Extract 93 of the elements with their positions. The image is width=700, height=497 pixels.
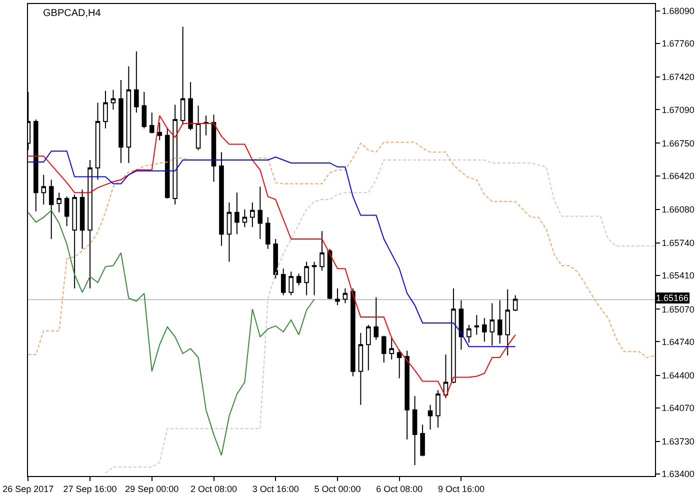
candlestick bbox=[381, 335, 386, 363]
candlestick bbox=[312, 261, 317, 296]
candlestick bbox=[88, 160, 92, 289]
candlestick bbox=[389, 337, 394, 360]
candlestick bbox=[404, 350, 410, 440]
candlestick bbox=[250, 202, 255, 228]
line-series bbox=[28, 115, 516, 398]
y-tick-label: 1.63400 bbox=[662, 469, 694, 480]
candlestick bbox=[497, 300, 502, 344]
candlestick bbox=[56, 192, 62, 213]
y-tick-label: 1.68090 bbox=[662, 6, 694, 16]
candlestick bbox=[164, 128, 170, 200]
candlestick bbox=[374, 296, 379, 340]
candlestick bbox=[172, 104, 178, 205]
candlestick bbox=[157, 122, 162, 141]
candlestick bbox=[242, 208, 248, 228]
y-tick-label: 1.64400 bbox=[662, 370, 694, 380]
x-tick-label: 5 Oct 00:00 bbox=[314, 484, 361, 494]
x-tick-label: 3 Oct 16:00 bbox=[252, 484, 299, 494]
candlestick bbox=[296, 273, 302, 286]
y-tick-label: 1.66420 bbox=[662, 170, 694, 181]
candlestick bbox=[118, 80, 124, 164]
candlestick bbox=[126, 66, 132, 164]
candlestick bbox=[134, 50, 139, 114]
ref-line-label: 1.65166 bbox=[656, 293, 689, 303]
candlestick bbox=[196, 105, 201, 151]
candlestick bbox=[320, 230, 324, 272]
candlestick bbox=[273, 238, 278, 280]
candlestick bbox=[490, 302, 495, 346]
y-tick-label: 1.66080 bbox=[662, 204, 694, 215]
candlestick bbox=[280, 268, 286, 296]
candlestick bbox=[33, 119, 38, 212]
y-tick-label: 1.67420 bbox=[662, 72, 694, 82]
candlestick bbox=[366, 324, 371, 371]
x-tick-label: 2 Oct 08:00 bbox=[190, 484, 238, 494]
y-tick-label: 1.64070 bbox=[662, 403, 694, 414]
x-tick-label: 29 Sep 00:00 bbox=[125, 484, 179, 494]
candlestick bbox=[451, 288, 456, 384]
candlestick bbox=[72, 194, 77, 289]
y-tick-label: 1.66750 bbox=[662, 138, 694, 148]
candlestick bbox=[188, 82, 193, 131]
line-series bbox=[28, 210, 315, 456]
y-tick-label: 1.65740 bbox=[662, 238, 694, 248]
candlestick bbox=[48, 179, 54, 240]
x-tick-label: 27 Sep 16:00 bbox=[63, 484, 117, 494]
candlestick bbox=[149, 112, 154, 134]
line-series bbox=[104, 160, 655, 474]
candlestick bbox=[265, 216, 270, 250]
candlestick bbox=[420, 424, 425, 457]
candlestick bbox=[80, 189, 85, 250]
line-series bbox=[28, 150, 516, 348]
candlestick bbox=[412, 396, 418, 466]
candlestick bbox=[219, 152, 224, 246]
y-tick-label: 1.67760 bbox=[662, 38, 694, 49]
candlestick bbox=[428, 404, 433, 430]
candlestick bbox=[358, 332, 364, 406]
candlestick bbox=[482, 318, 487, 342]
candlestick bbox=[512, 294, 518, 312]
x-tick-label: 9 Oct 16:00 bbox=[438, 484, 484, 494]
candlestick bbox=[95, 102, 100, 180]
candlestick bbox=[288, 271, 294, 296]
candlestick bbox=[327, 248, 332, 300]
candlestick bbox=[436, 390, 440, 428]
candlestick bbox=[342, 288, 348, 304]
candlestick bbox=[103, 90, 108, 129]
candlestick bbox=[41, 174, 46, 205]
candlestick bbox=[234, 192, 240, 235]
x-tick-label: 6 Oct 08:00 bbox=[376, 484, 423, 494]
candlestick bbox=[474, 314, 480, 336]
y-tick-label: 1.65410 bbox=[662, 270, 694, 281]
line-series bbox=[28, 142, 655, 358]
chart-title: GBPCAD,H4 bbox=[43, 8, 102, 19]
candlestick bbox=[396, 349, 402, 379]
candlestick bbox=[204, 115, 208, 136]
candlestick bbox=[110, 89, 116, 110]
candlestick bbox=[304, 261, 309, 296]
candlestick bbox=[505, 288, 510, 356]
x-tick-label: 26 Sep 2017 bbox=[2, 484, 54, 494]
y-tick-label: 1.65070 bbox=[662, 304, 694, 314]
candlestick bbox=[466, 324, 472, 344]
candlestick bbox=[458, 300, 464, 350]
candlestick bbox=[211, 114, 216, 182]
candlestick bbox=[64, 196, 70, 227]
candlestick bbox=[226, 202, 232, 262]
y-tick-label: 1.67090 bbox=[662, 104, 694, 115]
candlestick bbox=[443, 354, 448, 398]
candlestick bbox=[335, 288, 340, 306]
candlestick bbox=[180, 26, 186, 125]
candlestick bbox=[258, 186, 263, 240]
candlestick bbox=[350, 288, 356, 377]
candlestick bbox=[142, 91, 147, 129]
y-tick-label: 1.63730 bbox=[662, 436, 694, 447]
y-tick-label: 1.64740 bbox=[662, 336, 694, 347]
